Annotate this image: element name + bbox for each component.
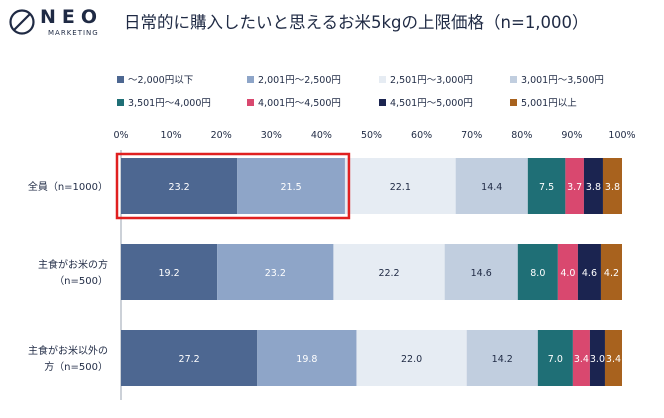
neo-logo-icon xyxy=(9,9,35,35)
legend-label: ～2,000円以下 xyxy=(128,75,194,86)
bar-segment xyxy=(517,244,558,300)
logo-name: NEO xyxy=(40,6,104,28)
bar-segment xyxy=(602,158,622,214)
bar-segment xyxy=(257,330,357,386)
legend-label: 4,001円～4,500円 xyxy=(258,98,341,109)
bar-segment xyxy=(572,330,590,386)
legend-label: 3,001円～3,500円 xyxy=(521,75,604,86)
category-label-line2: 方（n=500） xyxy=(44,360,108,373)
legend-swatch xyxy=(379,99,386,106)
bar-data-label: 23.2 xyxy=(169,182,190,193)
bar-segment xyxy=(121,330,258,386)
bar-data-label: 14.2 xyxy=(492,354,513,365)
bar-segment xyxy=(604,330,622,386)
legend-label: 5,001円以上 xyxy=(521,98,577,109)
bar-segment xyxy=(466,330,538,386)
category-label: 全員（n=1000） xyxy=(28,180,108,193)
x-tick-label: 0% xyxy=(113,130,128,141)
bar-data-label: 22.2 xyxy=(378,268,399,279)
bar-segment xyxy=(444,244,518,300)
bar-data-label: 19.2 xyxy=(159,268,180,279)
bar-segment xyxy=(600,244,622,300)
bar-segment xyxy=(333,244,445,300)
bar-segment xyxy=(344,158,456,214)
category-label-line2: （n=500） xyxy=(54,275,108,287)
legend-label: 2,001円～2,500円 xyxy=(258,75,341,86)
bar-segment xyxy=(589,330,605,386)
bar-data-label: 7.0 xyxy=(548,354,563,365)
bar-segment xyxy=(237,158,345,214)
highlight-box xyxy=(115,152,351,220)
bar-segment xyxy=(565,158,584,214)
bar-data-label: 22.0 xyxy=(401,354,422,365)
legend-item: 5,001円以上 xyxy=(510,95,577,109)
legend-item: 2,501円～3,000円 xyxy=(379,72,473,86)
bar-data-label: 4.2 xyxy=(604,268,619,279)
legend-item: 4,001円～4,500円 xyxy=(247,95,341,109)
x-tick-label: 90% xyxy=(561,130,582,141)
x-tick-label: 20% xyxy=(211,130,232,141)
bar-data-label: 7.5 xyxy=(539,182,554,193)
x-tick-label: 50% xyxy=(361,130,382,141)
legend-swatch xyxy=(510,99,517,106)
x-tick-label: 60% xyxy=(411,130,432,141)
x-tick-label: 80% xyxy=(511,130,532,141)
bar-data-label: 8.0 xyxy=(530,268,545,279)
legend-label: 3,501円～4,000円 xyxy=(128,98,211,109)
bar-data-label: 27.2 xyxy=(179,354,200,365)
bar-segment xyxy=(537,330,573,386)
legend-label: 2,501円～3,000円 xyxy=(390,75,473,86)
neo-marketing-logo: NEO MARKETING xyxy=(8,6,108,42)
logo-subtitle: MARKETING xyxy=(48,29,99,37)
legend-label: 4,501円～5,000円 xyxy=(390,98,473,109)
bar-segment xyxy=(455,158,528,214)
legend-item: 2,001円～2,500円 xyxy=(247,72,341,86)
legend-swatch xyxy=(379,76,386,83)
bar-data-label: 3.8 xyxy=(586,182,601,193)
legend-swatch xyxy=(117,76,124,83)
bar-segment xyxy=(583,158,603,214)
x-tick-label: 30% xyxy=(261,130,282,141)
bar-data-label: 4.6 xyxy=(582,268,597,279)
bar-segment xyxy=(527,158,566,214)
legend-swatch xyxy=(117,99,124,106)
bar-data-label: 3.0 xyxy=(590,354,605,365)
x-tick-label: 70% xyxy=(461,130,482,141)
category-label: 主食がお米の方 xyxy=(38,258,108,271)
bar-data-label: 3.7 xyxy=(567,182,582,193)
bar-segment xyxy=(557,244,578,300)
chart-title: 日常的に購入したいと思えるお米5kgの上限価格（n=1,000） xyxy=(124,13,589,32)
bar-data-label: 21.5 xyxy=(281,182,302,193)
bar-data-label: 19.8 xyxy=(296,354,317,365)
legend-item: 4,501円～5,000円 xyxy=(379,95,473,109)
chart-legend: ～2,000円以下 2,001円～2,500円 2,501円～3,000円 3,001… xyxy=(117,72,657,116)
bar-data-label: 14.6 xyxy=(471,268,492,279)
bar-segment xyxy=(121,158,238,214)
x-tick-label: 10% xyxy=(161,130,182,141)
bar-data-label: 3.4 xyxy=(574,354,589,365)
bar-data-label: 22.1 xyxy=(390,182,411,193)
x-tick-label: 100% xyxy=(608,130,635,141)
legend-item: ～2,000円以下 xyxy=(117,72,193,86)
bar-data-label: 23.2 xyxy=(265,268,286,279)
bar-data-label: 14.4 xyxy=(481,182,502,193)
category-label: 主食がお米以外の xyxy=(28,344,108,357)
bar-segment xyxy=(356,330,467,386)
bar-data-label: 4.0 xyxy=(560,268,575,279)
bar-data-label: 3.8 xyxy=(605,182,620,193)
legend-swatch xyxy=(247,99,254,106)
legend-swatch xyxy=(510,76,517,83)
bar-data-label: 3.4 xyxy=(606,354,621,365)
bar-segment xyxy=(121,244,218,300)
bar-segment xyxy=(577,244,601,300)
bar-segment xyxy=(217,244,334,300)
x-tick-label: 40% xyxy=(311,130,332,141)
legend-item: 3,001円～3,500円 xyxy=(510,72,604,86)
legend-swatch xyxy=(247,76,254,83)
legend-item: 3,501円～4,000円 xyxy=(117,95,211,109)
